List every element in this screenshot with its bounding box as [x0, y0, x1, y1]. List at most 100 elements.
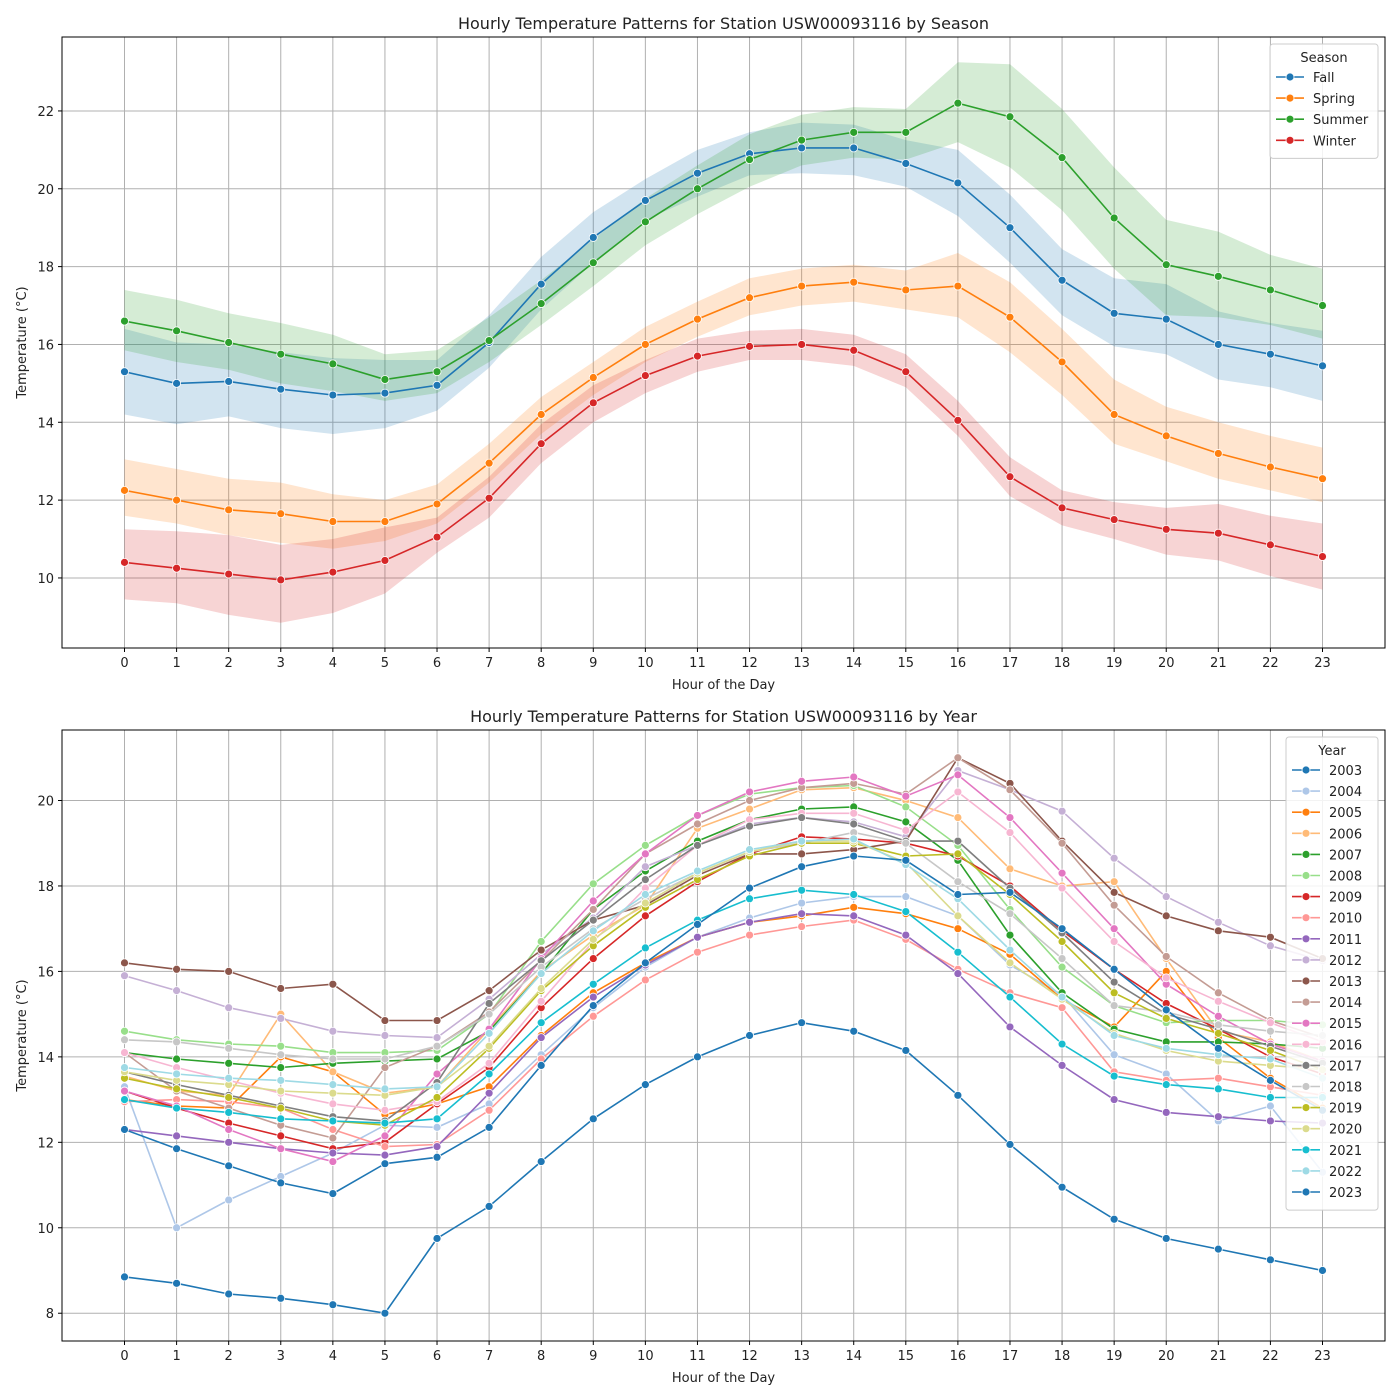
year-point — [484, 1069, 494, 1079]
year-line-2014 — [124, 756, 1323, 1139]
season-point — [1213, 271, 1223, 281]
year-legend-entry: 2015 — [1292, 1017, 1362, 1032]
season-point — [120, 316, 129, 326]
year-point — [1213, 996, 1223, 1006]
year-legend-entry: 2008 — [1292, 870, 1362, 885]
year-point — [172, 1084, 181, 1094]
year-point — [901, 907, 911, 916]
season-x-tick-label: 4 — [329, 656, 337, 671]
year-point — [1109, 887, 1119, 897]
year-x-tick-label: 22 — [1262, 1349, 1279, 1364]
season-line-summer — [124, 102, 1323, 381]
year-x-tick-label: 15 — [898, 1349, 915, 1364]
year-point — [224, 1125, 234, 1134]
year-point — [693, 811, 702, 820]
year-legend-marker — [1301, 976, 1311, 986]
season-point — [328, 517, 338, 526]
year-point — [693, 947, 702, 957]
season-point — [120, 557, 129, 567]
season-point — [849, 127, 859, 137]
year-point — [1109, 1095, 1119, 1104]
year-point — [1213, 1020, 1223, 1030]
year-point — [588, 954, 598, 963]
year-point — [328, 979, 338, 989]
season-legend-entry: Fall — [1276, 71, 1334, 86]
year-y-tick-label: 16 — [37, 965, 54, 980]
year-series-2021 — [120, 885, 1327, 1128]
year-point — [484, 1028, 494, 1038]
season-legend-box — [1269, 43, 1379, 159]
year-point — [953, 836, 963, 846]
year-x-tick-label: 21 — [1210, 1349, 1227, 1364]
season-point — [1109, 515, 1119, 524]
year-point — [1213, 1011, 1223, 1021]
year-legend-marker — [1301, 1103, 1311, 1112]
year-point — [172, 1131, 181, 1141]
season-x-tick-label: 21 — [1210, 656, 1227, 671]
season-legend-entry: Spring — [1276, 92, 1355, 107]
season-point — [849, 345, 859, 355]
season-legend-marker — [1285, 72, 1295, 82]
year-point — [953, 770, 963, 780]
year-point — [484, 1202, 494, 1211]
year-point — [1109, 988, 1119, 998]
season-point — [1057, 503, 1067, 513]
year-legend-entry: 2022 — [1292, 1165, 1362, 1180]
year-point — [536, 984, 546, 993]
season-point — [172, 326, 181, 336]
year-point — [693, 1052, 702, 1062]
year-series-2011 — [120, 909, 1327, 1160]
season-point — [484, 493, 494, 503]
season-point — [276, 349, 286, 359]
year-point — [1109, 977, 1119, 987]
year-legend-label: 2011 — [1329, 933, 1362, 948]
season-point — [276, 509, 286, 519]
year-point — [640, 943, 650, 953]
year-point — [1005, 828, 1015, 837]
year-point — [640, 975, 650, 985]
year-x-tick-label: 6 — [433, 1349, 441, 1364]
year-x-axis-label: Hour of the Day — [672, 1371, 776, 1386]
year-point — [745, 796, 754, 805]
season-x-tick-label: 7 — [485, 656, 493, 671]
season-point — [1005, 472, 1015, 482]
year-point — [640, 862, 650, 872]
year-point — [588, 926, 598, 936]
season-band-fall — [124, 122, 1323, 434]
year-legend-marker — [1301, 1166, 1311, 1176]
year-legend-entry: 2019 — [1292, 1102, 1362, 1117]
year-legend-entry: 2004 — [1292, 785, 1362, 800]
year-point — [224, 1108, 234, 1117]
year-y-tick-label: 20 — [37, 795, 54, 810]
season-point — [1161, 431, 1171, 441]
season-point — [536, 279, 546, 289]
year-point — [120, 1086, 129, 1096]
year-point — [797, 922, 807, 931]
season-point — [1266, 285, 1275, 295]
season-legend-label: Winter — [1313, 134, 1357, 149]
year-legend-entry: 2020 — [1292, 1123, 1362, 1138]
year-point — [380, 1159, 390, 1169]
year-legend-label: 2012 — [1329, 954, 1362, 969]
season-point — [953, 98, 963, 108]
year-point — [432, 1082, 442, 1092]
year-legend-marker — [1301, 955, 1311, 965]
season-point — [1266, 349, 1275, 359]
year-point — [172, 1069, 181, 1079]
season-point — [1109, 213, 1119, 223]
year-point — [1005, 909, 1015, 919]
season-legend-marker — [1285, 135, 1295, 145]
season-legend-marker — [1285, 93, 1295, 103]
season-point — [432, 499, 442, 509]
season-x-tick-label: 22 — [1262, 656, 1279, 671]
season-legend-label: Fall — [1313, 71, 1334, 86]
season-x-tick-label: 10 — [637, 656, 654, 671]
year-legend-entry: 2005 — [1292, 806, 1362, 821]
season-point — [1057, 153, 1067, 163]
year-point — [224, 1058, 234, 1068]
season-point — [484, 336, 494, 345]
year-x-tick-label: 9 — [589, 1349, 597, 1364]
season-chart-title: Hourly Temperature Patterns for Station … — [458, 14, 989, 33]
year-point — [1005, 945, 1015, 955]
year-point — [1213, 917, 1223, 927]
